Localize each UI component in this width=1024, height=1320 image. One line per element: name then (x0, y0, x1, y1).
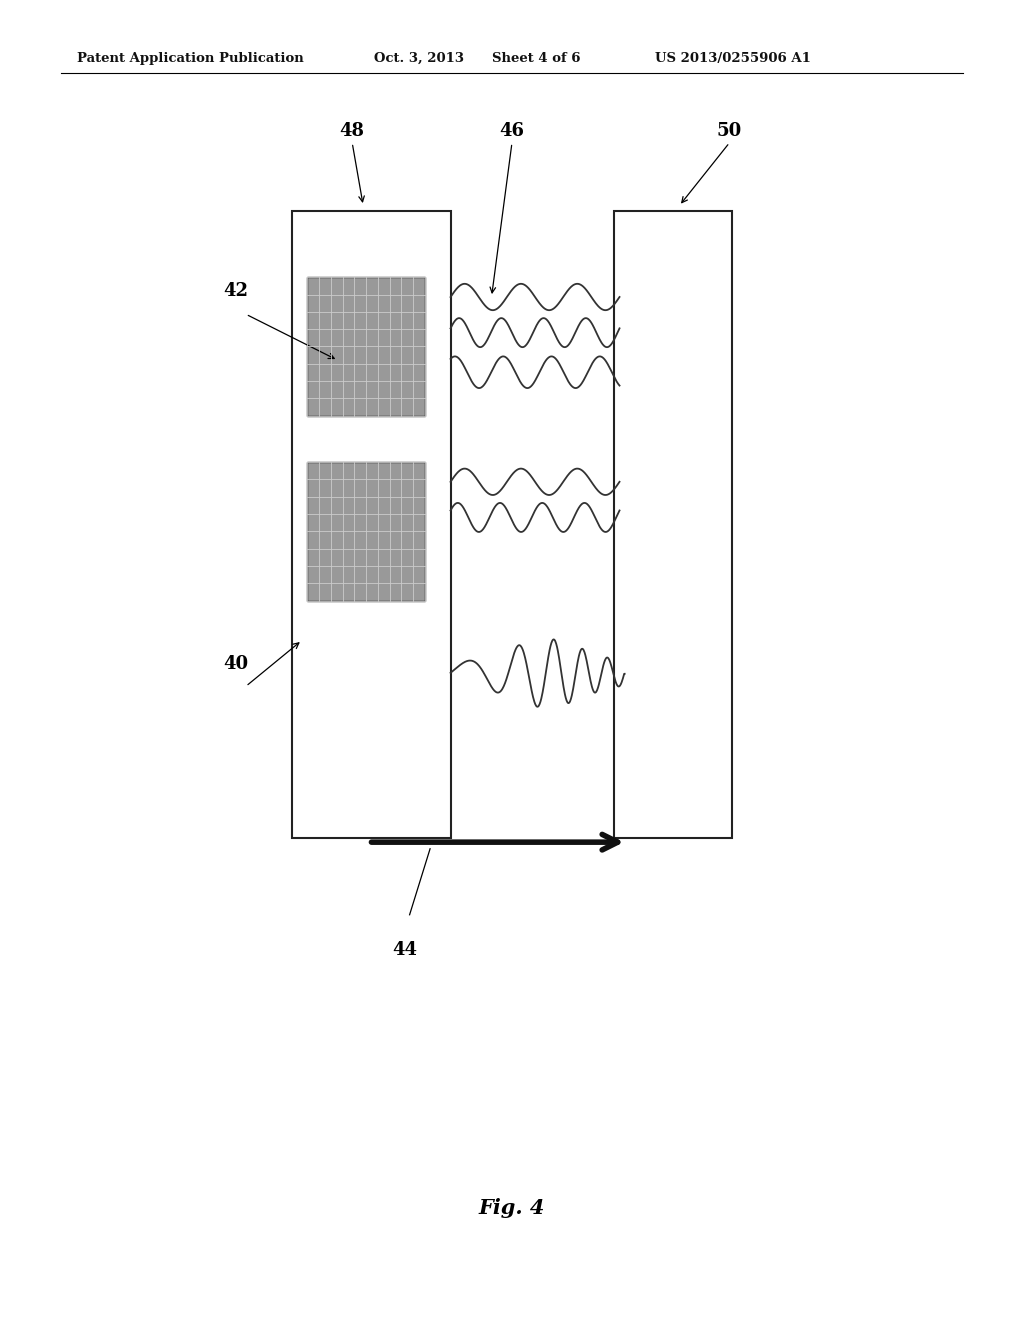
Text: 40: 40 (223, 655, 248, 673)
Text: Fig. 4: Fig. 4 (479, 1197, 545, 1218)
Text: 44: 44 (392, 941, 417, 960)
Text: 46: 46 (500, 121, 524, 140)
Bar (292, 211, 451, 838)
Bar (307, 462, 425, 601)
Text: 42: 42 (223, 281, 248, 300)
Text: 50: 50 (717, 121, 742, 140)
Bar (307, 277, 425, 416)
Text: Patent Application Publication: Patent Application Publication (77, 51, 303, 65)
Text: US 2013/0255906 A1: US 2013/0255906 A1 (655, 51, 811, 65)
Text: Oct. 3, 2013: Oct. 3, 2013 (374, 51, 464, 65)
Text: Sheet 4 of 6: Sheet 4 of 6 (492, 51, 580, 65)
Text: 48: 48 (340, 121, 365, 140)
Bar (614, 211, 732, 838)
